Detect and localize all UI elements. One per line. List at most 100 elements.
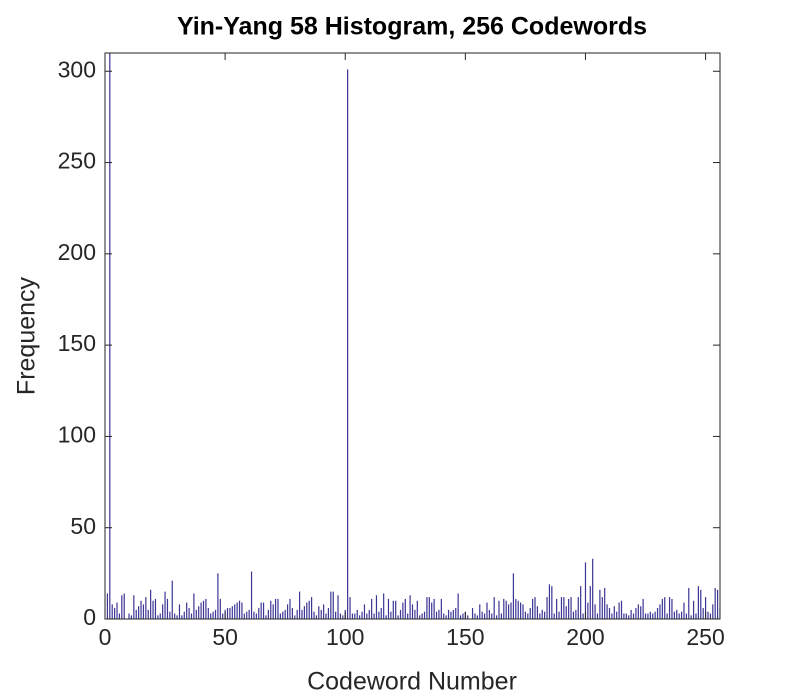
bar: [279, 613, 281, 619]
bar: [632, 613, 635, 619]
bar: [385, 615, 387, 619]
bar: [258, 608, 260, 619]
bar: [164, 591, 166, 619]
bar: [325, 613, 327, 619]
bar: [457, 593, 459, 619]
y-tick-label: 0: [83, 604, 96, 630]
bar: [186, 602, 188, 619]
bar: [342, 615, 344, 619]
bar: [565, 606, 567, 619]
bar: [493, 597, 495, 619]
bar: [111, 604, 113, 619]
bar: [716, 589, 719, 619]
bar: [671, 598, 673, 619]
bar: [522, 604, 524, 619]
bar: [181, 615, 183, 619]
bar: [150, 589, 152, 619]
bar: [666, 613, 668, 619]
bar: [688, 587, 690, 619]
bar: [544, 611, 546, 619]
bar: [553, 613, 555, 619]
bar: [236, 602, 238, 619]
bar: [351, 613, 354, 619]
bar: [642, 598, 644, 619]
bar: [390, 611, 392, 619]
bar: [289, 598, 291, 619]
bar: [668, 597, 671, 619]
bar: [118, 613, 121, 619]
bar: [654, 611, 656, 619]
bar: [195, 609, 197, 619]
x-tick-label: 200: [566, 624, 604, 650]
y-tick-label: 250: [58, 148, 96, 174]
bar: [479, 604, 481, 619]
bar: [356, 609, 358, 619]
bar: [404, 598, 406, 619]
bar: [260, 602, 262, 619]
bar: [570, 597, 572, 619]
y-tick-label: 100: [58, 421, 96, 447]
bar: [284, 609, 286, 619]
bar: [498, 600, 500, 619]
bar: [495, 615, 498, 619]
bar: [234, 604, 236, 619]
bar: [267, 609, 269, 619]
bar: [563, 597, 565, 619]
bar: [700, 589, 702, 619]
bar: [205, 598, 207, 619]
bar: [277, 598, 279, 619]
bar: [349, 597, 351, 619]
bar: [517, 600, 519, 619]
bar: [198, 606, 200, 619]
bar: [697, 586, 699, 619]
bar: [524, 611, 527, 619]
bar: [536, 606, 539, 619]
bar: [402, 602, 404, 619]
bar: [529, 608, 531, 619]
bar: [397, 615, 399, 619]
bar: [200, 602, 202, 619]
bar: [130, 615, 133, 619]
bar: [606, 604, 608, 619]
bar: [488, 609, 490, 619]
y-tick-label: 200: [58, 239, 96, 265]
bar: [318, 606, 320, 619]
bar: [162, 604, 164, 619]
bar: [577, 597, 579, 619]
bar: [298, 591, 301, 619]
bar: [368, 609, 370, 619]
bar: [154, 598, 157, 619]
bar: [270, 600, 272, 619]
bar: [301, 609, 303, 619]
bar: [159, 613, 161, 619]
bar: [575, 609, 577, 619]
bar: [426, 597, 428, 619]
bar: [507, 604, 510, 619]
bar: [226, 608, 229, 619]
bar: [253, 611, 255, 619]
bar: [145, 597, 147, 619]
bar: [520, 602, 522, 619]
bar: [138, 606, 140, 619]
bar: [580, 586, 582, 619]
bar: [109, 53, 111, 619]
bar: [486, 602, 488, 619]
bar: [503, 598, 505, 619]
bar: [594, 604, 596, 619]
bar: [250, 571, 253, 619]
bar: [481, 611, 483, 619]
bar: [320, 609, 322, 619]
bar: [695, 613, 697, 619]
bar: [587, 602, 589, 619]
bar: [505, 600, 507, 619]
bar: [421, 613, 423, 619]
bar: [248, 609, 250, 619]
bar: [644, 613, 647, 619]
bar: [459, 615, 462, 619]
bar: [116, 602, 118, 619]
bar: [512, 573, 514, 619]
bar: [712, 604, 714, 619]
bar: [568, 598, 570, 619]
y-tick-label: 300: [58, 56, 96, 82]
